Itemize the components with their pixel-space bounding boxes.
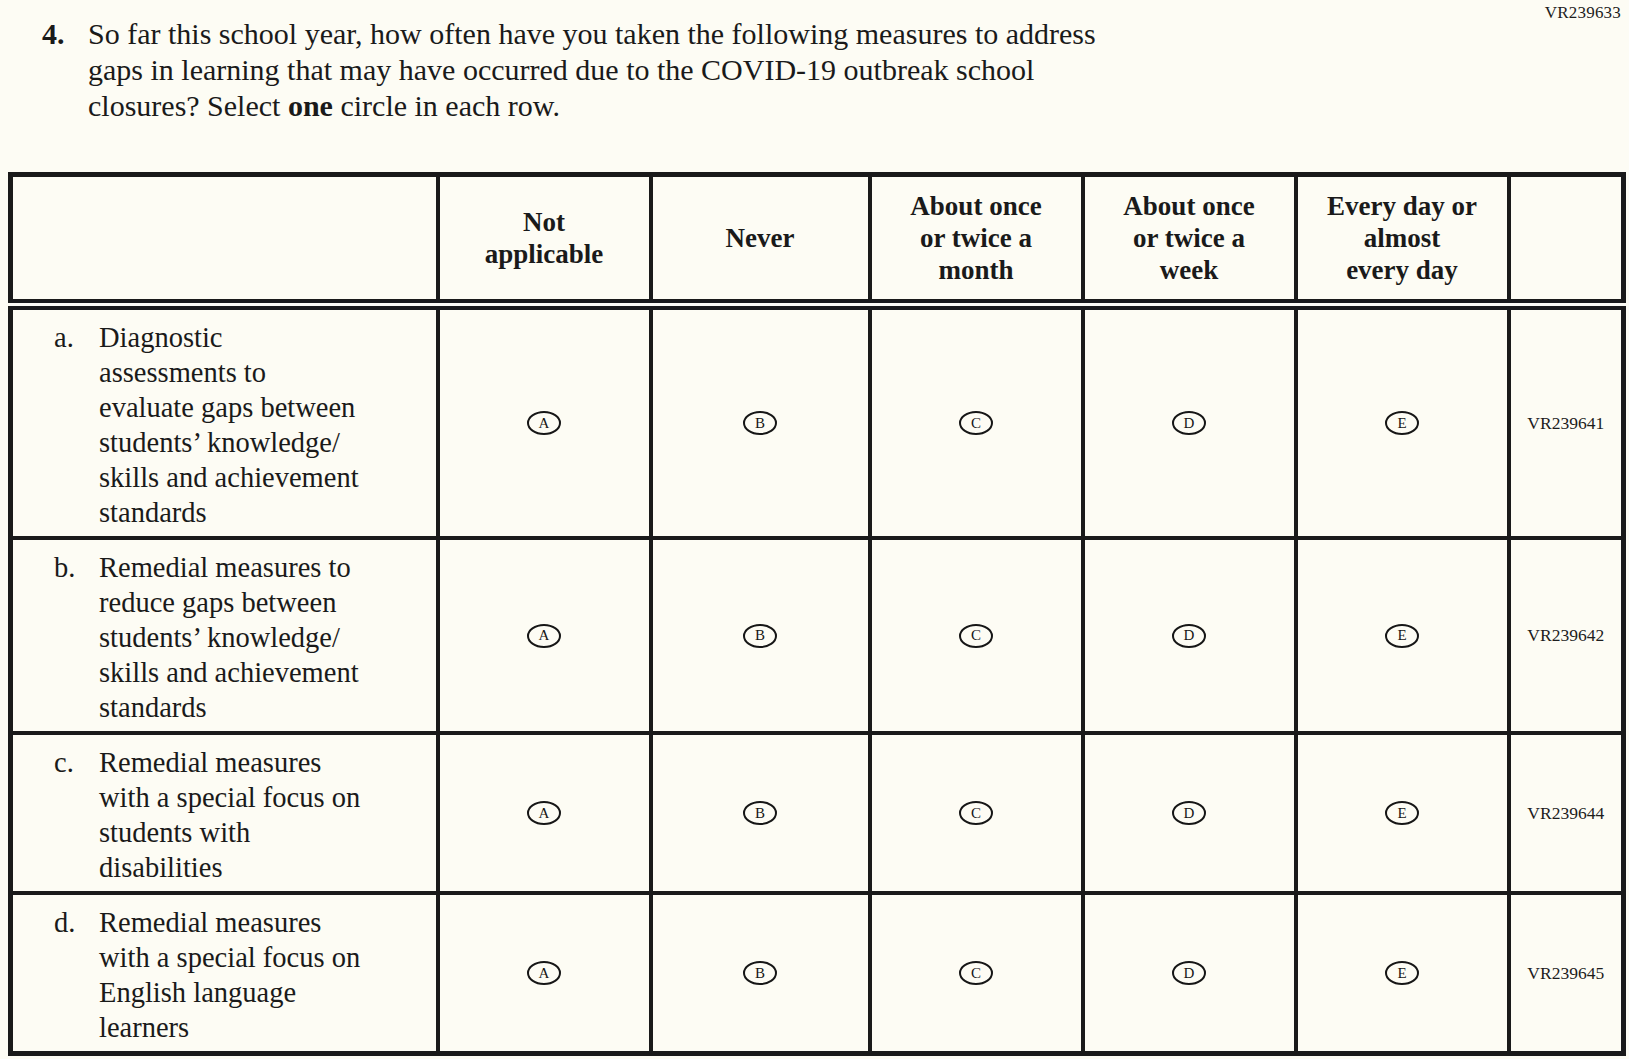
question-text-after: circle in each row. <box>333 89 560 122</box>
option-bubble-e[interactable]: E <box>1385 624 1419 648</box>
row-label-text: Remedial measures with a special focus o… <box>99 905 430 1045</box>
header-blank <box>11 175 438 305</box>
option-bubble-c[interactable]: C <box>959 624 993 648</box>
row-letter: c. <box>13 745 99 885</box>
table-row-d: d. Remedial measures with a special focu… <box>11 893 1624 1054</box>
option-bubble-b[interactable]: B <box>743 411 777 435</box>
survey-matrix-table: Not applicable Never About once or twice… <box>8 172 1626 1056</box>
header-not-applicable: Not applicable <box>438 175 651 305</box>
row-code: VR239645 <box>1509 893 1624 1054</box>
option-cell-every-day: E <box>1296 893 1509 1054</box>
question-number: 4. <box>42 16 88 124</box>
row-label-text: Remedial measures with a special focus o… <box>99 745 430 885</box>
question-text: So far this school year, how often have … <box>88 16 1096 124</box>
row-code: VR239642 <box>1509 538 1624 733</box>
row-letter: a. <box>13 320 99 530</box>
option-bubble-c[interactable]: C <box>959 411 993 435</box>
row-label-cell: b. Remedial measures to reduce gaps betw… <box>11 538 438 733</box>
question-text-main: So far this school year, how often have … <box>88 17 1096 122</box>
option-cell-once-twice-week: D <box>1083 893 1296 1054</box>
header-code-blank <box>1509 175 1624 305</box>
question-block: 4. So far this school year, how often ha… <box>42 16 1422 124</box>
option-cell-once-twice-month: C <box>870 538 1083 733</box>
header-every-day: Every day or almost every day <box>1296 175 1509 305</box>
row-label-text: Remedial measures to reduce gaps between… <box>99 550 430 725</box>
row-label-text: Diagnostic assessments to evaluate gaps … <box>99 320 430 530</box>
row-label-cell: c. Remedial measures with a special focu… <box>11 733 438 893</box>
option-bubble-a[interactable]: A <box>527 411 561 435</box>
option-cell-not-applicable: A <box>438 538 651 733</box>
questionnaire-page: VR239633 4. So far this school year, how… <box>0 0 1629 1059</box>
option-cell-once-twice-week: D <box>1083 305 1296 539</box>
option-cell-never: B <box>651 893 870 1054</box>
row-code: VR239641 <box>1509 305 1624 539</box>
option-cell-never: B <box>651 305 870 539</box>
option-cell-once-twice-week: D <box>1083 538 1296 733</box>
row-label-cell: d. Remedial measures with a special focu… <box>11 893 438 1054</box>
option-cell-not-applicable: A <box>438 305 651 539</box>
row-letter: b. <box>13 550 99 725</box>
option-bubble-b[interactable]: B <box>743 624 777 648</box>
question-text-bold: one <box>288 89 333 122</box>
option-cell-once-twice-week: D <box>1083 733 1296 893</box>
option-bubble-a[interactable]: A <box>527 961 561 985</box>
option-cell-once-twice-month: C <box>870 733 1083 893</box>
option-bubble-a[interactable]: A <box>527 624 561 648</box>
table-row-a: a. Diagnostic assessments to evaluate ga… <box>11 305 1624 539</box>
header-never: Never <box>651 175 870 305</box>
option-cell-not-applicable: A <box>438 893 651 1054</box>
option-bubble-a[interactable]: A <box>527 801 561 825</box>
option-cell-every-day: E <box>1296 733 1509 893</box>
table-row-b: b. Remedial measures to reduce gaps betw… <box>11 538 1624 733</box>
header-row: Not applicable Never About once or twice… <box>11 175 1624 305</box>
option-cell-once-twice-month: C <box>870 893 1083 1054</box>
option-bubble-e[interactable]: E <box>1385 961 1419 985</box>
option-bubble-e[interactable]: E <box>1385 801 1419 825</box>
option-cell-never: B <box>651 538 870 733</box>
option-cell-not-applicable: A <box>438 733 651 893</box>
option-cell-never: B <box>651 733 870 893</box>
option-bubble-d[interactable]: D <box>1172 624 1206 648</box>
row-letter: d. <box>13 905 99 1045</box>
option-bubble-d[interactable]: D <box>1172 961 1206 985</box>
option-bubble-c[interactable]: C <box>959 961 993 985</box>
option-bubble-c[interactable]: C <box>959 801 993 825</box>
header-once-twice-week: About once or twice a week <box>1083 175 1296 305</box>
row-label-cell: a. Diagnostic assessments to evaluate ga… <box>11 305 438 539</box>
option-bubble-d[interactable]: D <box>1172 411 1206 435</box>
table-row-c: c. Remedial measures with a special focu… <box>11 733 1624 893</box>
option-cell-every-day: E <box>1296 305 1509 539</box>
option-bubble-e[interactable]: E <box>1385 411 1419 435</box>
option-bubble-b[interactable]: B <box>743 801 777 825</box>
option-bubble-d[interactable]: D <box>1172 801 1206 825</box>
option-cell-once-twice-month: C <box>870 305 1083 539</box>
option-cell-every-day: E <box>1296 538 1509 733</box>
row-code: VR239644 <box>1509 733 1624 893</box>
form-code: VR239633 <box>1545 3 1621 23</box>
header-once-twice-month: About once or twice a month <box>870 175 1083 305</box>
option-bubble-b[interactable]: B <box>743 961 777 985</box>
